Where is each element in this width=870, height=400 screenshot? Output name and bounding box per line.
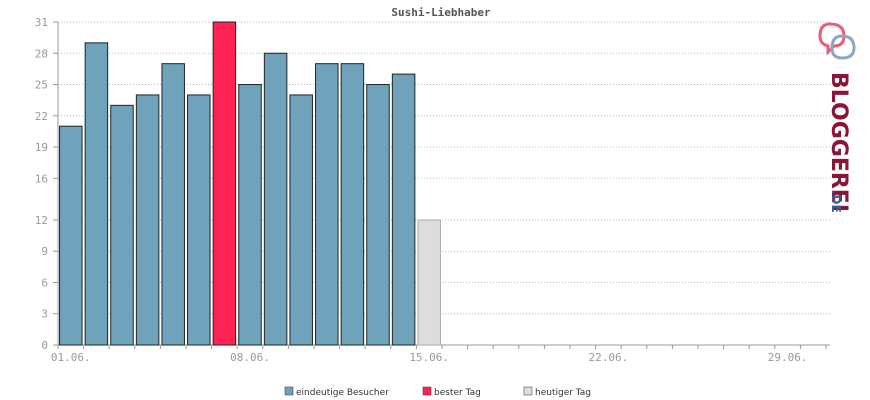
y-tick-label: 12 [35,214,48,227]
x-tick-label: 01.06. [51,351,91,364]
logo-suffix: .DE [829,190,843,213]
bar-07.06. [212,21,237,346]
bar-02.06. [84,42,109,346]
y-tick-label: 0 [41,339,48,352]
y-tick-label: 6 [41,276,48,289]
bar-10.06. [289,94,313,346]
x-tick-label: 29.06. [768,351,808,364]
bars [59,21,441,346]
axes: 0 3 6 9 12 16 19 22 25 28 31 01.06. 08.06. 15.06. 22.0… [35,16,830,364]
bar-14.06. [391,73,416,346]
bloggerei-logo: BLOGGEREI .DE [818,22,856,213]
bar-13.06. [366,84,390,346]
y-tick-label: 9 [41,245,48,258]
bar-04.06. [135,94,160,346]
bar-09.06. [263,52,288,346]
x-tick-label: 15.06. [409,351,449,364]
y-tick-label: 25 [35,79,48,92]
logo-wordmark: BLOGGEREI [826,72,851,212]
y-tick-label: 3 [41,308,48,321]
legend-swatch [523,386,533,396]
legend: eindeutige Besucher bester Tag heutiger Ta… [284,386,591,398]
legend-label: heutiger Tag [535,388,591,398]
bar-11.06. [315,63,339,346]
bar-03.06. [110,104,134,346]
legend-swatch [422,386,432,396]
y-tick-label: 31 [35,16,48,29]
bar-01.06. [59,125,83,346]
x-tick-label: 08.06. [230,351,270,364]
bar-12.06. [340,63,365,346]
legend-label: bester Tag [434,388,481,398]
bar-06.06. [187,94,211,346]
legend-swatch [284,386,294,396]
y-tick-label: 19 [35,141,48,154]
bar-05.06. [161,63,185,346]
y-tick-label: 22 [35,110,48,123]
y-tick-label: 16 [35,172,48,185]
bar-08.06. [238,84,262,346]
legend-label: eindeutige Besucher [296,388,389,398]
bar-15.06. [417,219,441,346]
y-tick-label: 28 [35,47,48,60]
x-tick-label: 22.06. [589,351,629,364]
chart-title: Sushi-Liebhaber [391,6,491,19]
logo-symbol-icon [818,22,856,60]
